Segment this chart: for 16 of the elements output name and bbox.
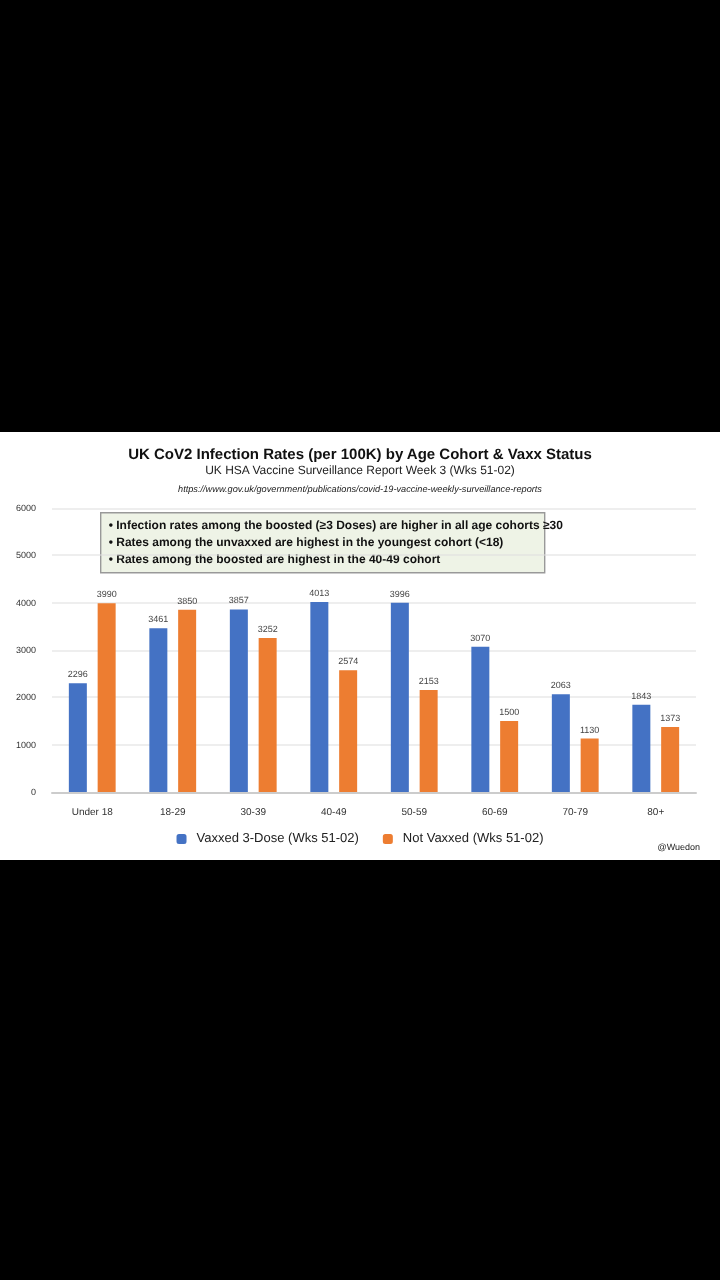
bar [390,602,409,792]
bar [580,738,599,792]
bar [551,694,570,792]
bar [339,670,358,792]
bar [310,602,329,792]
bar [68,683,87,792]
bar [500,721,519,792]
bar [661,727,680,792]
bar [97,603,116,792]
bar [471,646,490,792]
bar [178,609,197,792]
bar [229,609,248,792]
bar [149,628,168,792]
bar [632,704,651,792]
bar [419,690,438,792]
bar [258,638,277,792]
